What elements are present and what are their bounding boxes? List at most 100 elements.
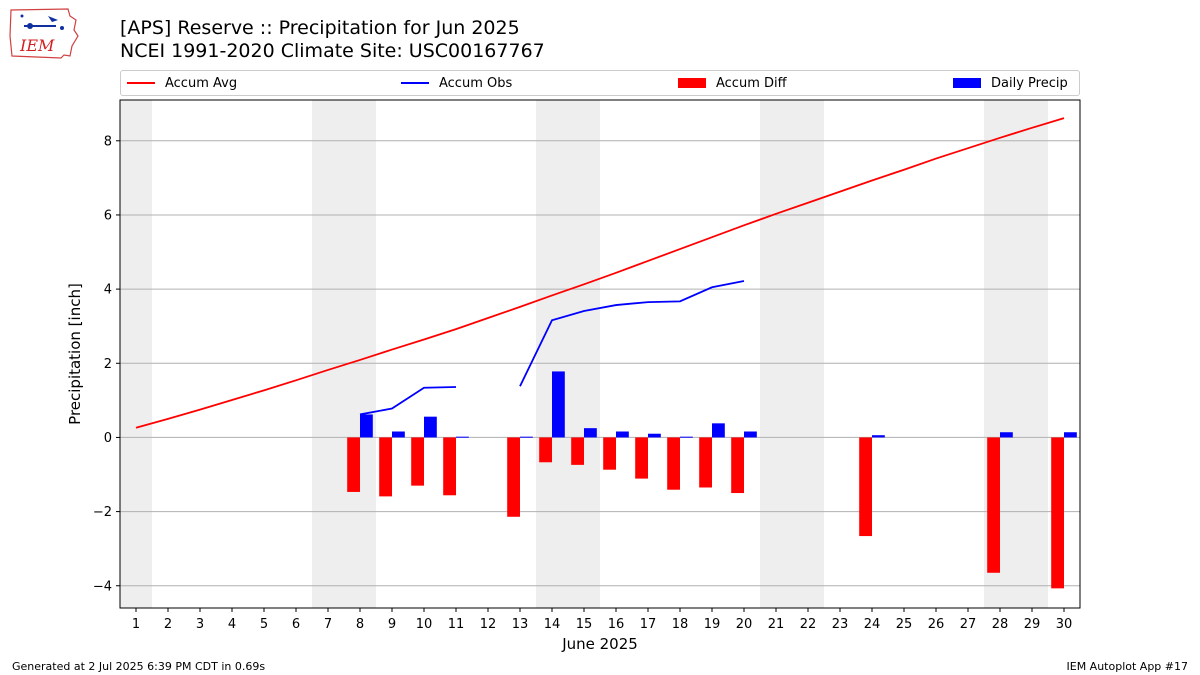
x-tick-label: 7 bbox=[324, 617, 332, 632]
x-tick-label: 29 bbox=[1024, 617, 1041, 632]
footer-generated: Generated at 2 Jul 2025 6:39 PM CDT in 0… bbox=[12, 660, 266, 673]
y-tick-label: 4 bbox=[104, 283, 112, 298]
daily-precip-bar-day-13 bbox=[520, 436, 533, 438]
daily-precip-bar-day-30 bbox=[1064, 432, 1077, 438]
accum-obs-line-segment-2 bbox=[519, 280, 745, 387]
legend-swatch bbox=[127, 82, 155, 84]
y-tick-label: 0 bbox=[104, 431, 112, 446]
accum-diff-bar-day-11 bbox=[443, 437, 456, 496]
x-tick-label: 3 bbox=[196, 617, 204, 632]
weekend-shade-day-8 bbox=[344, 100, 376, 608]
daily-precip-bar-day-17 bbox=[648, 433, 661, 438]
grid-lines bbox=[120, 140, 1080, 587]
legend: Accum Avg Accum Obs Accum Diff Daily Pre… bbox=[120, 70, 1080, 96]
x-tick-label: 4 bbox=[228, 617, 236, 632]
legend-daily-precip: Daily Precip bbox=[953, 71, 1068, 95]
x-tick-label: 17 bbox=[640, 617, 657, 632]
legend-accum-obs: Accum Obs bbox=[401, 71, 512, 95]
x-tick-label: 28 bbox=[992, 617, 1009, 632]
y-tick-label: −4 bbox=[93, 579, 112, 594]
x-tick-label: 9 bbox=[388, 617, 396, 632]
accum-diff-bar-day-13 bbox=[507, 437, 520, 517]
accum-diff-bar-day-14 bbox=[539, 437, 552, 463]
legend-swatch bbox=[678, 78, 706, 88]
legend-accum-diff: Accum Diff bbox=[678, 71, 787, 95]
weekend-shading bbox=[120, 100, 1048, 608]
daily-precip-bar-day-14 bbox=[552, 371, 565, 438]
weekend-shade-day-29 bbox=[1016, 100, 1048, 608]
daily-precip-bar-day-15 bbox=[584, 428, 597, 438]
bars bbox=[347, 371, 1077, 589]
x-tick-label: 15 bbox=[576, 617, 593, 632]
x-tick-label: 20 bbox=[736, 617, 753, 632]
x-axis-label: June 2025 bbox=[561, 635, 638, 653]
daily-precip-bar-day-28 bbox=[1000, 432, 1013, 438]
legend-label: Accum Obs bbox=[439, 75, 513, 91]
x-tick-label: 26 bbox=[928, 617, 945, 632]
x-tick-label: 12 bbox=[480, 617, 497, 632]
x-tick-label: 5 bbox=[260, 617, 268, 632]
legend-label: Daily Precip bbox=[991, 75, 1068, 91]
accum-diff-bar-day-10 bbox=[411, 437, 424, 486]
daily-precip-bar-day-16 bbox=[616, 431, 629, 438]
x-tick-label: 23 bbox=[832, 617, 849, 632]
chart-subtitle: NCEI 1991-2020 Climate Site: USC00167767 bbox=[120, 40, 545, 62]
legend-swatch bbox=[401, 82, 429, 84]
x-tick-label: 6 bbox=[292, 617, 300, 632]
legend-accum-avg: Accum Avg bbox=[127, 71, 237, 95]
daily-precip-bar-day-9 bbox=[392, 431, 405, 438]
daily-precip-bar-day-20 bbox=[744, 431, 757, 438]
x-tick-label: 18 bbox=[672, 617, 689, 632]
legend-label: Accum Avg bbox=[165, 75, 238, 91]
daily-precip-bar-day-10 bbox=[424, 416, 437, 438]
daily-precip-bar-day-24 bbox=[872, 435, 885, 438]
x-tick-label: 22 bbox=[800, 617, 817, 632]
iem-logo: IEM bbox=[8, 6, 80, 60]
legend-label: Accum Diff bbox=[716, 75, 787, 91]
accum-diff-bar-day-30 bbox=[1051, 437, 1064, 589]
daily-precip-bar-day-8 bbox=[360, 414, 373, 438]
accum-diff-bar-day-28 bbox=[987, 437, 1000, 573]
x-tick-label: 24 bbox=[864, 617, 881, 632]
accum-diff-bar-day-19 bbox=[699, 437, 712, 488]
accum-avg-line bbox=[135, 117, 1065, 429]
y-tick-label: 6 bbox=[104, 208, 112, 223]
accum-diff-bar-day-20 bbox=[731, 437, 744, 494]
chart-title: [APS] Reserve :: Precipitation for Jun 2… bbox=[120, 17, 520, 39]
weekend-shade-day-1 bbox=[120, 100, 152, 608]
x-tick-label: 10 bbox=[416, 617, 433, 632]
accum-diff-bar-day-9 bbox=[379, 437, 392, 497]
accum-diff-bar-day-17 bbox=[635, 437, 648, 479]
x-tick-label: 14 bbox=[544, 617, 561, 632]
y-axis-label: Precipitation [inch] bbox=[66, 283, 84, 425]
x-tick-label: 25 bbox=[896, 617, 913, 632]
weekend-shade-day-7 bbox=[312, 100, 344, 608]
x-tick-label: 2 bbox=[164, 617, 172, 632]
x-tick-label: 16 bbox=[608, 617, 625, 632]
x-tick-label: 30 bbox=[1056, 617, 1073, 632]
y-tick-label: 8 bbox=[104, 134, 112, 149]
weekend-shade-day-22 bbox=[792, 100, 824, 608]
x-tick-label: 1 bbox=[132, 617, 140, 632]
y-tick-label: 2 bbox=[104, 357, 112, 372]
accum-diff-bar-day-15 bbox=[571, 437, 584, 465]
x-tick-label: 19 bbox=[704, 617, 721, 632]
x-tick-label: 11 bbox=[448, 617, 465, 632]
x-tick-label: 8 bbox=[356, 617, 364, 632]
daily-precip-bar-day-18 bbox=[680, 436, 693, 438]
weekend-shade-day-14 bbox=[536, 100, 568, 608]
accum-diff-bar-day-16 bbox=[603, 437, 616, 470]
accum-diff-bar-day-8 bbox=[347, 437, 360, 492]
accum-obs-line-segment-1 bbox=[359, 386, 457, 416]
weekend-shade-day-15 bbox=[568, 100, 600, 608]
footer-app: IEM Autoplot App #17 bbox=[1066, 660, 1189, 673]
accum-diff-bar-day-24 bbox=[859, 437, 872, 537]
iowa-state-outline-with-weather-icons: IEM bbox=[9, 8, 79, 59]
y-tick-label: −2 bbox=[93, 505, 112, 520]
x-tick-label: 21 bbox=[768, 617, 785, 632]
legend-swatch bbox=[953, 78, 981, 88]
weekend-shade-day-21 bbox=[760, 100, 792, 608]
accum-diff-bar-day-18 bbox=[667, 437, 680, 490]
